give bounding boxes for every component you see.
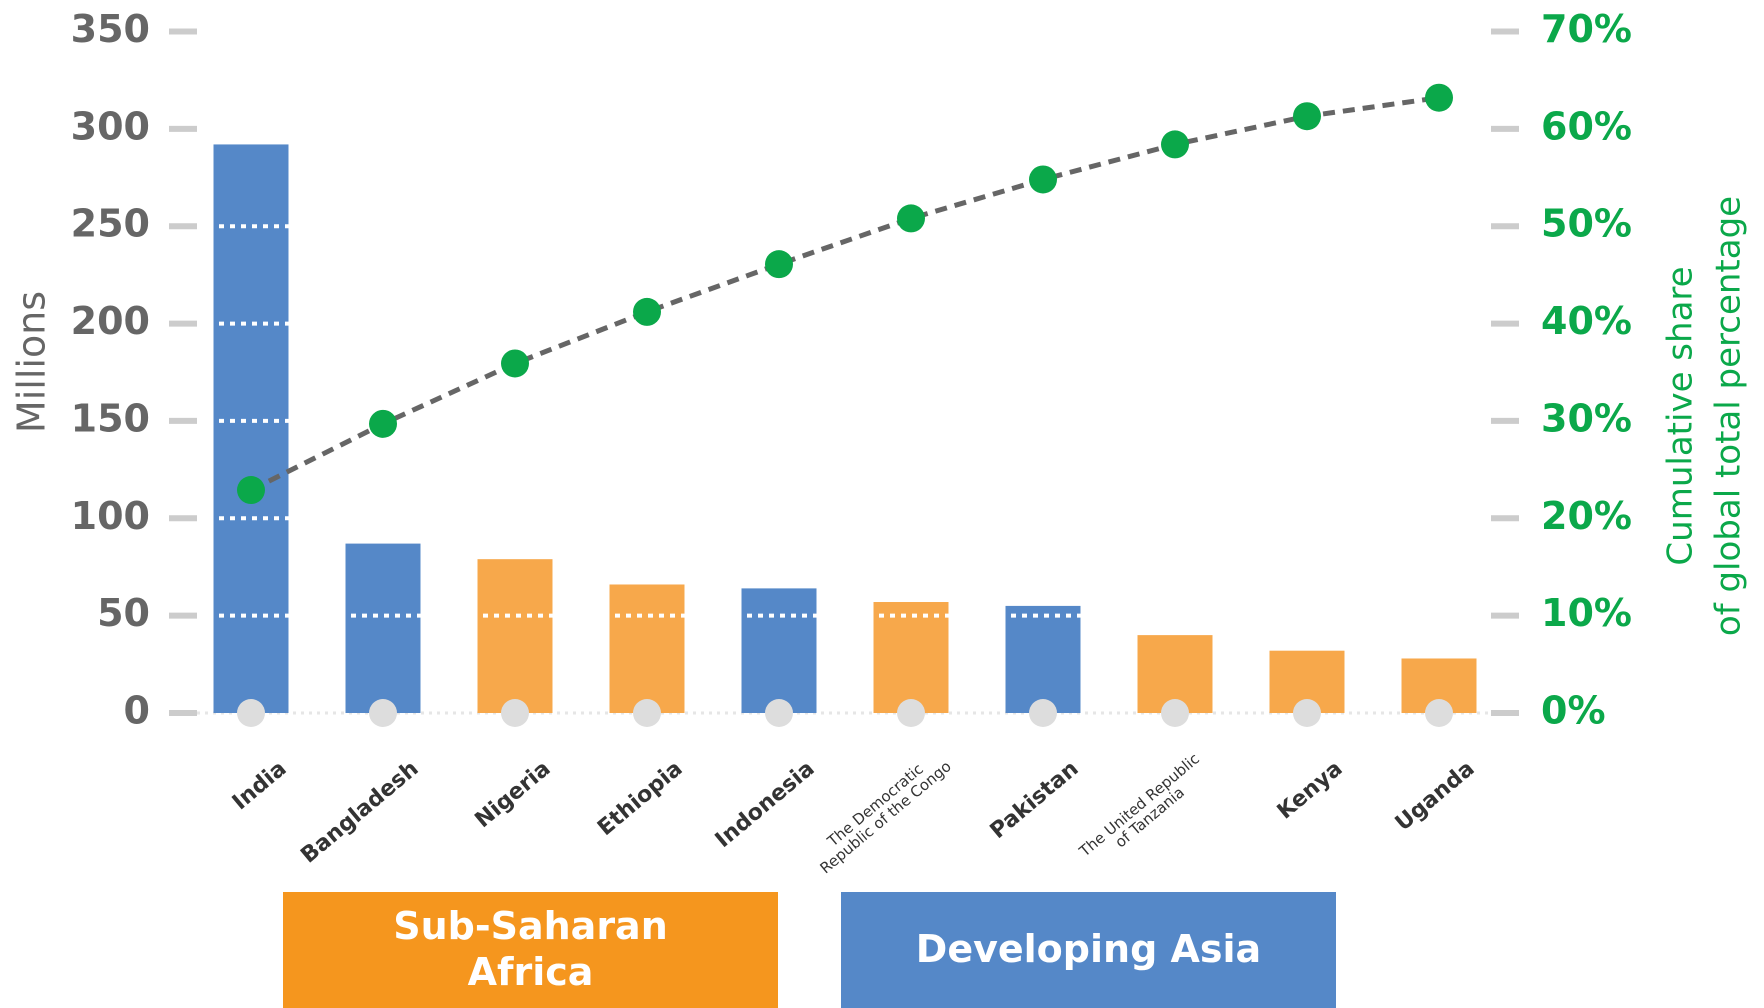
y2-tick-label: 0%: [1541, 689, 1606, 733]
bar: [609, 584, 685, 713]
base-dot: [1425, 699, 1453, 727]
bar: [873, 602, 949, 713]
cumulative-point: [897, 204, 925, 233]
cumulative-point: [1161, 130, 1189, 159]
bar: [213, 144, 289, 714]
cumulative-point: [633, 297, 661, 326]
cumulative-point: [237, 476, 265, 505]
base-dot: [1293, 699, 1321, 727]
cumulative-point: [1029, 165, 1057, 194]
y-tick-label: 200: [71, 299, 150, 343]
cumulative-point: [369, 409, 397, 438]
base-dot: [501, 699, 529, 727]
y-tick-label: 50: [97, 591, 150, 635]
y2-axis-label: Cumulative share: [1661, 266, 1701, 565]
cumulative-point: [501, 349, 529, 378]
y-tick-label: 250: [71, 202, 150, 246]
base-dot: [369, 699, 397, 727]
y2-axis-label: of global total percentage: [1709, 196, 1749, 636]
bar: [741, 588, 817, 713]
cumulative-line: [249, 95, 1440, 493]
y2-tick-label: 20%: [1541, 494, 1632, 538]
bar: [1005, 605, 1081, 713]
y-axis-label: Millions: [10, 291, 54, 433]
y2-tick-label: 40%: [1541, 299, 1632, 343]
bar: [477, 559, 553, 713]
cumulative-point: [1425, 83, 1453, 112]
legend-entry: Sub-Saharan Africa: [283, 892, 778, 1008]
base-dot: [765, 699, 793, 727]
base-dot: [633, 699, 661, 727]
y-tick-label: 150: [71, 396, 150, 440]
base-dot: [1029, 699, 1057, 727]
y2-tick-label: 70%: [1541, 7, 1632, 51]
cumulative-point: [1293, 102, 1321, 131]
y-tick-label: 350: [71, 7, 150, 51]
base-dot: [897, 699, 925, 727]
y2-tick-label: 50%: [1541, 202, 1632, 246]
y2-tick-label: 10%: [1541, 591, 1632, 635]
y-tick-label: 300: [71, 104, 150, 148]
legend-entry: Developing Asia: [841, 892, 1336, 1008]
base-dot: [237, 699, 265, 727]
bar: [345, 543, 421, 713]
y2-tick-label: 30%: [1541, 396, 1632, 440]
y-tick-label: 100: [71, 494, 150, 538]
base-dot: [1161, 699, 1189, 727]
y2-tick-label: 60%: [1541, 104, 1632, 148]
cumulative-point: [765, 250, 793, 279]
y-tick-label: 0: [124, 689, 150, 733]
